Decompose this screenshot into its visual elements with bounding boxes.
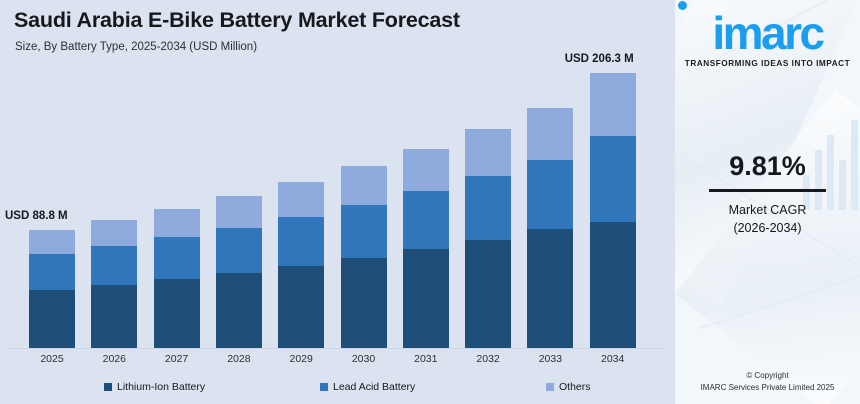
bar-segment-2028-lead-acid-battery (215, 227, 262, 273)
cagr-block: 9.81% Market CAGR (2026-2034) (675, 151, 860, 238)
bar-segment-2029-lithium-ion-battery (278, 265, 325, 349)
bar-segment-2030-lithium-ion-battery (340, 257, 387, 349)
legend-label: Lead Acid Battery (333, 381, 416, 393)
imarc-tagline: TRANSFORMING IDEAS INTO IMPACT (684, 59, 851, 68)
chart-legend: Lithium-Ion Battery Lead Acid Battery Othe… (0, 381, 675, 401)
page-title: Saudi Arabia E-Bike Battery Market Forec… (14, 8, 460, 32)
page-subtitle: Size, By Battery Type, 2025-2034 (USD Mi… (15, 41, 258, 53)
bar-segment-2032-others (465, 129, 512, 177)
legend-swatch-icon (104, 383, 112, 391)
x-tick-2031: 2031 (414, 353, 438, 365)
bar-2030 (340, 166, 387, 349)
bar-segment-2031-lead-acid-battery (402, 191, 449, 250)
bar-segment-2028-others (215, 196, 262, 228)
axis-baseline (8, 348, 663, 349)
bar-2025 (29, 230, 75, 349)
bar-segment-2034-lithium-ion-battery (589, 221, 636, 349)
logo-dot-icon (678, 1, 687, 10)
cagr-divider (709, 188, 826, 192)
legend-swatch-icon (320, 383, 328, 391)
bar-segment-2029-lead-acid-battery (278, 216, 325, 266)
bar-segment-2027-lithium-ion-battery (153, 278, 200, 349)
x-tick-2030: 2030 (351, 353, 376, 365)
bar-segment-2026-lead-acid-battery (91, 246, 138, 285)
bar-segment-2034-lead-acid-battery (589, 135, 636, 222)
bar-segment-2032-lead-acid-battery (465, 176, 512, 240)
chart-panel: Saudi Arabia E-Bike Battery Market Forec… (0, 8, 675, 401)
bar-2026 (91, 220, 138, 349)
bar-segment-2032-lithium-ion-battery (465, 239, 512, 349)
bar-segment-2028-lithium-ion-battery (215, 272, 262, 349)
x-tick-2029: 2029 (289, 353, 313, 365)
bar-2027 (153, 209, 200, 349)
x-axis: 2025 2026 2027 2028 2029 2030 2031 2032 2033 2034 (0, 353, 675, 373)
legend-item-others[interactable]: Others (546, 381, 591, 393)
bar-segment-2033-lithium-ion-battery (527, 229, 574, 349)
bar-2034 (589, 72, 636, 349)
bar-segment-2030-lead-acid-battery (340, 204, 387, 258)
bar-segment-2029-others (278, 182, 325, 217)
bar-segment-2033-others (527, 108, 574, 161)
bar-segment-2034-others (589, 72, 636, 136)
x-tick-2027: 2027 (164, 353, 189, 365)
bar-2029 (278, 182, 325, 349)
legend-label: Others (559, 381, 591, 393)
bar-segment-2025-lithium-ion-battery (29, 289, 75, 349)
x-tick-2028: 2028 (227, 353, 251, 365)
imarc-logo: imarc TRANSFORMING IDEAS INTO IMPACT (675, 1, 860, 68)
copyright-line-1: © Copyright (746, 371, 789, 380)
x-tick-2034: 2034 (601, 353, 625, 365)
bar-segment-2025-others (29, 230, 75, 254)
legend-item-lithium-ion-battery[interactable]: Lithium-Ion Battery (104, 381, 205, 393)
bar-2033 (527, 108, 574, 349)
bar-2032 (465, 129, 512, 349)
x-tick-2033: 2033 (538, 353, 563, 365)
x-tick-2025: 2025 (40, 353, 64, 365)
bar-segment-2030-others (340, 166, 387, 205)
background-artwork (675, 0, 860, 404)
x-tick-2026: 2026 (102, 353, 126, 365)
bar-total-label-2034: USD 206.3 M (564, 52, 634, 65)
cagr-label-primary: Market CAGR (728, 202, 807, 217)
bar-segment-2025-lead-acid-battery (29, 253, 75, 290)
bar-segment-2033-lead-acid-battery (527, 160, 574, 230)
copyright-line-2: IMARC Services Private Limited 2025 (700, 382, 835, 392)
cagr-value: 9.81% (729, 151, 806, 181)
bar-segment-2026-others (91, 220, 138, 247)
bar-2031 (402, 148, 449, 349)
plot-area: USD 88.8 M USD 206.3 M (0, 53, 675, 349)
bar-segment-2031-lithium-ion-battery (402, 249, 449, 349)
bar-segment-2027-others (153, 209, 200, 238)
bar-2028 (215, 196, 262, 349)
legend-label: Lithium-Ion Battery (117, 381, 206, 393)
bar-segment-2026-lithium-ion-battery (91, 284, 138, 349)
legend-item-lead-acid-battery[interactable]: Lead Acid Battery (320, 381, 415, 393)
bar-total-label-2025: USD 88.8 M (5, 210, 68, 223)
bar-segment-2027-lead-acid-battery (153, 237, 200, 279)
x-tick-2032: 2032 (476, 353, 500, 365)
copyright-notice: © Copyright IMARC Services Private Limit… (675, 370, 860, 393)
brand-panel: imarc TRANSFORMING IDEAS INTO IMPACT 9.8… (675, 0, 860, 404)
legend-swatch-icon (546, 383, 554, 391)
cagr-label-period: (2026-2034) (733, 221, 802, 236)
bar-segment-2031-others (402, 148, 449, 192)
imarc-wordmark: imarc (712, 7, 825, 59)
